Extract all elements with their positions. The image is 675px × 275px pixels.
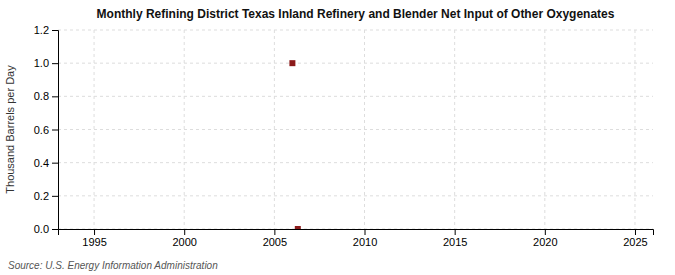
tick: 0.6 [34, 124, 58, 136]
grid-line [58, 63, 653, 64]
axis-line [59, 230, 654, 236]
tick: 0.4 [34, 157, 58, 169]
grid-line [58, 96, 653, 97]
tick-label: 1.0 [34, 57, 49, 69]
axis-line [52, 31, 59, 230]
tick-label: 0.4 [34, 157, 49, 169]
tick-mark [52, 30, 58, 31]
tick: 2020 [533, 229, 557, 248]
tick-label: 2020 [533, 236, 557, 248]
grid-line [58, 129, 653, 130]
tick: 0.8 [34, 90, 58, 102]
tick-mark [455, 229, 456, 235]
tick-mark [52, 63, 58, 64]
title: Monthly Refining District Texas Inland R… [97, 7, 615, 21]
tick-mark [52, 163, 58, 164]
grid-line [58, 30, 653, 31]
tick-mark [184, 229, 185, 235]
y-axis: 0.0 0.2 0.4 0.6 0.8 1.0 1.2 [34, 24, 59, 235]
tick-mark [52, 196, 58, 197]
tick-mark [635, 229, 636, 235]
tick: 1.0 [34, 57, 58, 69]
tick-label: 2015 [443, 236, 467, 248]
tick-label: 0.2 [34, 190, 49, 202]
grid-line [58, 195, 653, 196]
tick-label: 2000 [172, 236, 196, 248]
tick-label: 0.6 [34, 124, 49, 136]
plot: 1995 2000 2005 2010 2015 2020 2025 0.0 0.2 0.4 0.6… [34, 24, 654, 248]
point [295, 226, 301, 229]
tick: 2000 [172, 229, 196, 248]
source: Source: U.S. Energy Information Administ… [8, 260, 218, 271]
tick-label: 2005 [263, 236, 287, 248]
tick: 2025 [623, 229, 647, 248]
tick-label: 0.8 [34, 90, 49, 102]
tick-mark [52, 96, 58, 97]
tick: 0.2 [34, 190, 58, 202]
tick-mark [545, 229, 546, 235]
tick-mark [52, 130, 58, 131]
tick-mark [94, 229, 95, 235]
tick: 0.0 [34, 223, 58, 235]
tick: 1.2 [34, 24, 58, 36]
grid-line [58, 162, 653, 163]
grid [58, 30, 653, 229]
points [289, 60, 300, 229]
tick: 1995 [82, 229, 106, 248]
tick-label: 1.2 [34, 24, 49, 36]
tick-label: 2025 [623, 236, 647, 248]
tick-mark [52, 229, 58, 230]
chart: 1995 2000 2005 2010 2015 2020 2025 0.0 0.2 0.4 0.6… [0, 0, 675, 275]
tick-mark [274, 229, 275, 235]
point [289, 60, 295, 66]
tick: 2010 [353, 229, 377, 248]
tick: 2005 [263, 229, 287, 248]
tick-label: 0.0 [34, 223, 49, 235]
tick-label: 2010 [353, 236, 377, 248]
tick-label: 1995 [82, 236, 106, 248]
y-axis-title: Thousand Barrels per Day [4, 65, 16, 194]
tick: 2015 [443, 229, 467, 248]
x-axis: 1995 2000 2005 2010 2015 2020 2025 [59, 229, 654, 248]
tick-mark [365, 229, 366, 235]
